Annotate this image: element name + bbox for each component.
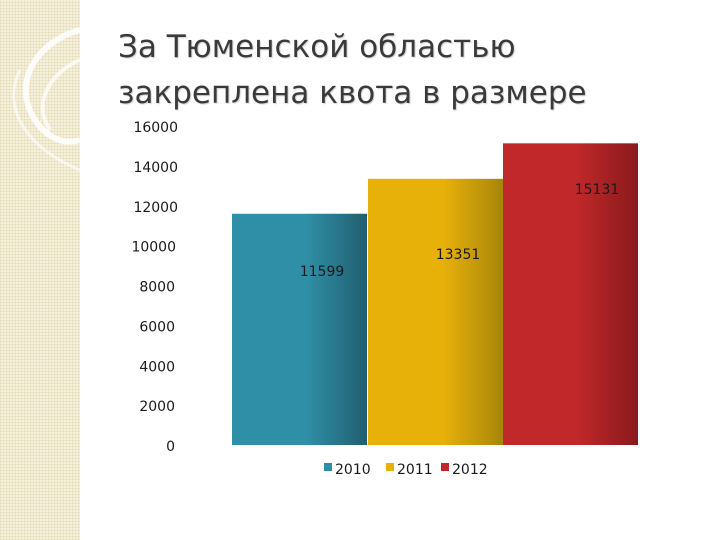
- legend-label-2011: 2011: [397, 462, 433, 478]
- y-tick-label: 4000: [139, 359, 175, 375]
- y-axis-labels: 0 2000 4000 6000 8000 10000 12000 14000 16000: [131, 120, 178, 455]
- side-decoration: [0, 0, 80, 540]
- swirl-decoration-icon: [12, 27, 80, 172]
- data-label-2011: 13351: [436, 247, 481, 263]
- title-line-1: За Тюменской областью: [118, 29, 516, 65]
- bar-2012: [503, 143, 638, 445]
- legend: 2010 2011 2012: [324, 462, 488, 478]
- data-labels: 11599 13351 15131: [300, 182, 620, 280]
- y-tick-label: 6000: [139, 319, 175, 335]
- bars: [232, 143, 638, 445]
- y-tick-label: 2000: [139, 399, 175, 415]
- legend-swatch-2010: [324, 463, 332, 471]
- y-tick-label: 10000: [131, 240, 176, 256]
- title-line-2: закреплена квота в размере: [118, 75, 587, 111]
- data-label-2012: 15131: [575, 182, 620, 198]
- legend-label-2012: 2012: [452, 462, 488, 478]
- bar-2011: [368, 178, 503, 445]
- legend-label-2010: 2010: [335, 462, 371, 478]
- legend-swatch-2012: [441, 463, 449, 471]
- legend-swatch-2011: [386, 463, 394, 471]
- bar-2010: [232, 213, 367, 445]
- slide-title: За Тюменской областью закреплена квота в…: [118, 24, 678, 116]
- y-tick-label: 12000: [133, 200, 178, 216]
- data-label-2010: 11599: [300, 264, 345, 280]
- y-tick-label: 8000: [139, 280, 175, 296]
- y-tick-label: 0: [166, 439, 175, 455]
- y-tick-label: 16000: [133, 120, 178, 136]
- y-tick-label: 14000: [133, 160, 178, 176]
